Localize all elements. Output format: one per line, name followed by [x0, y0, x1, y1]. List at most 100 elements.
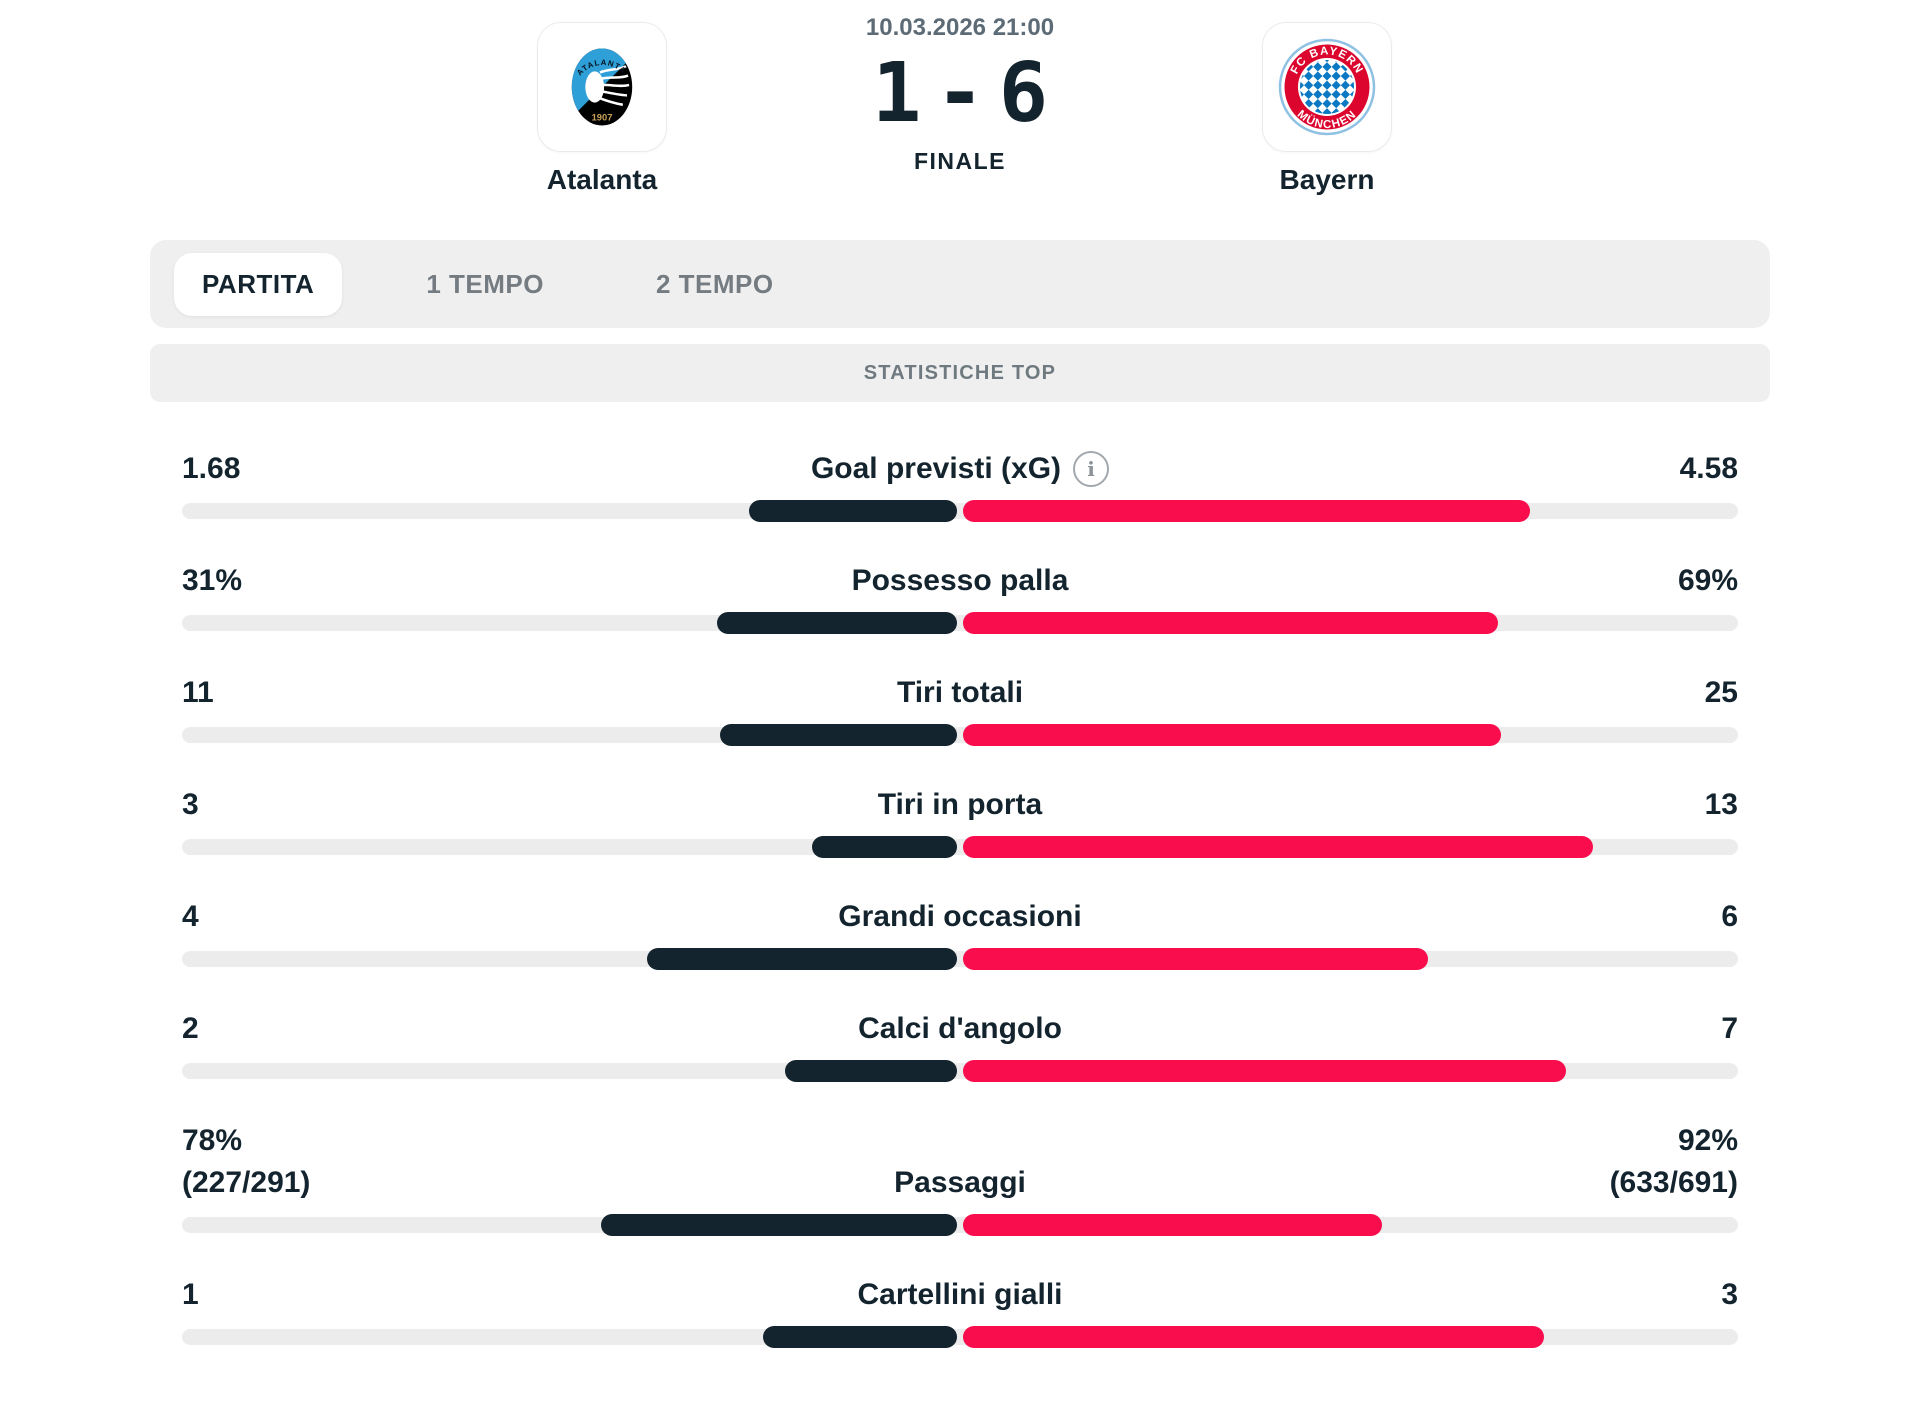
match-datetime: 10.03.2026 21:00 — [865, 14, 1055, 41]
away-bar-half — [963, 612, 1738, 634]
home-value: 4 — [182, 900, 199, 933]
away-bar-half — [963, 1326, 1738, 1348]
away-bar-half — [963, 500, 1738, 522]
stat-label-wrap: Possesso palla — [852, 560, 1069, 602]
home-bar-half — [182, 612, 957, 634]
stat-label: Goal previsti (xG) — [810, 452, 1062, 485]
home-value: 78% — [182, 1124, 243, 1157]
home-team-block: ATALANTA 1907 Atalanta — [502, 22, 702, 196]
info-icon[interactable]: i — [1073, 451, 1110, 487]
away-bar-fill — [963, 1060, 1566, 1082]
away-bar-half — [963, 836, 1738, 858]
stat-label-wrap: Calci d'angolo — [858, 1008, 1062, 1050]
home-bar-fill — [749, 500, 957, 522]
stat-head: 4 Grandi occasioni 6 — [182, 896, 1738, 938]
stat-head: 1 Cartellini gialli 3 — [182, 1274, 1738, 1316]
home-team-logo[interactable]: ATALANTA 1907 — [537, 22, 667, 152]
stat-home-values: 1.68 — [182, 448, 811, 490]
home-bar-fill — [763, 1326, 957, 1348]
home-score: 1 — [871, 46, 922, 141]
stat-home-values: 11 — [182, 672, 897, 714]
stat-home-values: 3 — [182, 784, 878, 826]
home-team-name[interactable]: Atalanta — [546, 164, 658, 195]
home-value: 1 — [182, 1278, 199, 1311]
home-value: 2 — [182, 1012, 199, 1045]
stat-row: 2 Calci d'angolo 7 — [150, 1008, 1770, 1082]
away-bar-half — [963, 724, 1738, 746]
stat-label: Calci d'angolo — [858, 1012, 1062, 1045]
match-score: 1 - 6 — [710, 46, 1210, 141]
home-bar-half — [182, 836, 957, 858]
stat-home-values: 78% (227/291) — [182, 1120, 894, 1204]
stat-away-values: 69% — [1068, 560, 1738, 602]
home-bar-half — [182, 1060, 957, 1082]
away-team-logo[interactable]: FC BAYERN MÜNCHEN — [1262, 22, 1392, 152]
away-bar-fill — [963, 612, 1498, 634]
stat-home-values: 4 — [182, 896, 838, 938]
home-value-detail: (227/291) — [182, 1166, 311, 1199]
stat-head: 3 Tiri in porta 13 — [182, 784, 1738, 826]
stat-row: 4 Grandi occasioni 6 — [150, 896, 1770, 970]
away-value: 13 — [1704, 788, 1738, 821]
away-score: 6 — [998, 46, 1049, 141]
stat-head: 1.68 Goal previsti (xG) i 4.58 — [182, 448, 1738, 490]
tab-label: 1 TEMPO — [426, 268, 544, 299]
atalanta-year-text: 1907 — [592, 112, 613, 122]
score-separator: - — [935, 46, 985, 141]
stat-row: 1.68 Goal previsti (xG) i 4.58 — [150, 448, 1770, 522]
stat-away-values: 92% (633/691) — [1026, 1120, 1738, 1204]
stat-label: Passaggi — [894, 1166, 1026, 1199]
home-bar-fill — [716, 612, 957, 634]
match-header: ATALANTA 1907 Atalanta 10.03.2026 21:00 … — [150, 0, 1770, 212]
stat-home-values: 2 — [182, 1008, 858, 1050]
stat-away-values: 7 — [1062, 1008, 1738, 1050]
tab-label: PARTITA — [202, 268, 315, 299]
stat-label-wrap: Tiri totali — [897, 672, 1023, 714]
away-value: 6 — [1721, 900, 1738, 933]
section-header: STATISTICHE TOP — [150, 344, 1770, 402]
stat-head: 11 Tiri totali 25 — [182, 672, 1738, 714]
home-bar-half — [182, 724, 957, 746]
home-bar-fill — [811, 836, 957, 858]
match-status: FINALE — [913, 148, 1007, 174]
stat-bar — [182, 836, 1738, 858]
away-bar-half — [963, 948, 1738, 970]
stats-list: 1.68 Goal previsti (xG) i 4.58 — [150, 448, 1770, 1348]
stat-row: 1 Cartellini gialli 3 — [150, 1274, 1770, 1348]
tab-2-tempo[interactable]: 2 TEMPO — [628, 253, 802, 316]
home-bar-fill — [647, 948, 957, 970]
stat-label: Tiri totali — [896, 676, 1024, 709]
home-bar-half — [182, 1214, 957, 1236]
away-bar-fill — [963, 500, 1530, 522]
away-value-detail: (633/691) — [1609, 1166, 1738, 1199]
atalanta-crest-icon: ATALANTA 1907 — [571, 48, 633, 126]
stat-label: Grandi occasioni — [838, 900, 1082, 933]
stat-label-wrap: Cartellini gialli — [857, 1274, 1062, 1316]
tab-1-tempo[interactable]: 1 TEMPO — [398, 253, 572, 316]
stat-bar — [182, 1326, 1738, 1348]
home-value: 3 — [182, 788, 199, 821]
stat-bar — [182, 612, 1738, 634]
match-statistics-page: ATALANTA 1907 Atalanta 10.03.2026 21:00 … — [150, 0, 1770, 1348]
home-bar-half — [182, 948, 957, 970]
stat-home-values: 1 — [182, 1274, 857, 1316]
away-bar-fill — [963, 1326, 1545, 1348]
stat-label: Tiri in porta — [877, 788, 1043, 821]
stat-label: Possesso palla — [851, 564, 1069, 597]
period-tabs-bar: PARTITA 1 TEMPO 2 TEMPO — [150, 240, 1770, 328]
away-bar-half — [963, 1060, 1738, 1082]
stat-away-values: 4.58 — [1109, 448, 1738, 490]
home-value: 11 — [182, 676, 214, 709]
stat-row: 78% (227/291) Passaggi 92% (633/691) — [150, 1120, 1770, 1236]
away-bar-fill — [963, 724, 1502, 746]
tab-partita[interactable]: PARTITA — [174, 252, 343, 316]
stat-row: 31% Possesso palla 69% — [150, 560, 1770, 634]
home-bar-fill — [601, 1214, 957, 1236]
away-team-name[interactable]: Bayern — [1279, 164, 1375, 195]
away-bar-fill — [963, 836, 1593, 858]
away-bar-half — [963, 1214, 1738, 1236]
stat-label-wrap: Grandi occasioni — [838, 896, 1081, 938]
section-title: STATISTICHE TOP — [863, 361, 1057, 384]
stat-label: Cartellini gialli — [857, 1278, 1063, 1311]
stat-head: 78% (227/291) Passaggi 92% (633/691) — [182, 1120, 1738, 1204]
